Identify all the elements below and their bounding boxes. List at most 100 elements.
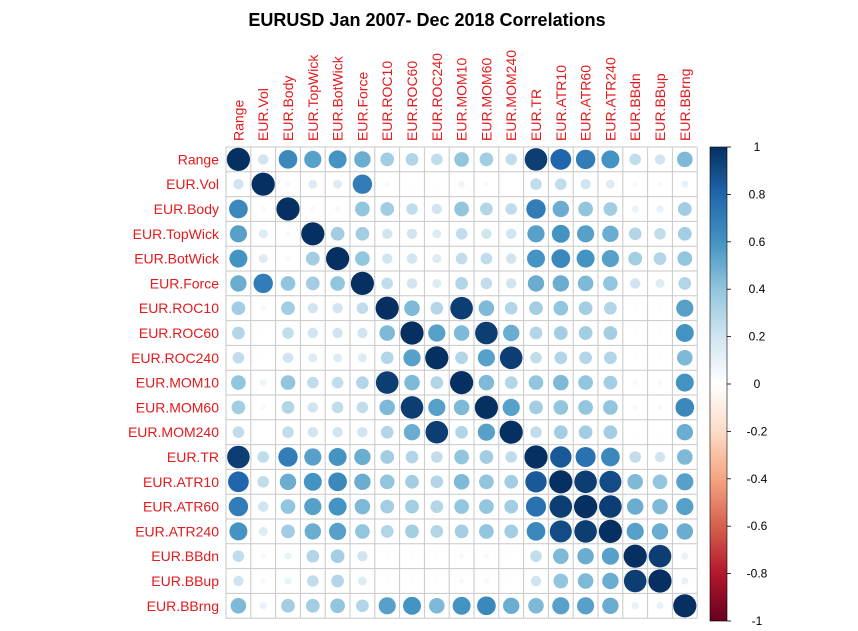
corr-circle-EUR.ATR240-EUR.Vol [258, 526, 268, 536]
corr-circle-EUR.MOM240-EUR.BBdn [633, 430, 637, 434]
corr-circle-EUR.ROC240-Range [232, 352, 245, 364]
corr-circle-EUR.ATR10-EUR.MOM60 [479, 474, 494, 490]
corr-circle-EUR.TR-EUR.ATR10 [550, 446, 572, 468]
corr-circle-Range-Range [226, 147, 250, 171]
corr-circle-Range-EUR.MOM10 [454, 152, 469, 167]
corr-circle-EUR.MOM60-EUR.MOM10 [453, 399, 470, 416]
corr-circle-EUR.BBup-EUR.ATR60 [577, 573, 594, 589]
corr-circle-EUR.BotWick-EUR.BBdn [628, 251, 643, 266]
column-label: EUR.BBrng [677, 69, 693, 141]
corr-circle-EUR.Force-EUR.TopWick [305, 276, 320, 291]
corr-circle-EUR.TopWick-EUR.BBdn [628, 227, 642, 241]
corr-circle-EUR.ROC10-EUR.TopWick [307, 303, 318, 314]
row-label: EUR.MOM60 [136, 399, 219, 415]
corr-circle-EUR.BBrng-EUR.BBdn [631, 602, 639, 610]
chart-title: EURUSD Jan 2007- Dec 2018 Correlations [248, 10, 605, 30]
colorbar-tick-label: 0 [754, 377, 761, 391]
corr-circle-EUR.BotWick-EUR.ATR240 [601, 249, 620, 268]
corr-circle-Range-EUR.ROC10 [380, 152, 395, 167]
corr-circle-EUR.Body-EUR.TopWick [310, 206, 316, 212]
corr-circle-EUR.MOM10-EUR.TopWick [307, 376, 319, 389]
corr-circle-EUR.ROC240-EUR.BBdn [633, 356, 637, 360]
column-label: EUR.ATR10 [553, 65, 569, 141]
corr-circle-EUR.BBup-EUR.ROC240 [435, 579, 439, 583]
corr-circle-EUR.MOM10-EUR.MOM60 [478, 374, 495, 391]
colorbar-tick-label: -0.2 [747, 424, 768, 438]
corr-circle-EUR.ATR240-EUR.Force [355, 524, 370, 539]
corr-circle-EUR.MOM60-EUR.ROC10 [379, 399, 395, 416]
corr-circle-EUR.Body-EUR.ATR240 [603, 202, 618, 216]
corr-circle-EUR.ROC240-EUR.ROC240 [425, 346, 449, 370]
corr-circle-EUR.TopWick-EUR.BBrng [677, 226, 692, 241]
corr-circle-EUR.ROC60-EUR.ROC240 [428, 324, 446, 342]
corr-circle-EUR.TR-EUR.BBup [654, 451, 666, 463]
corr-circle-EUR.BotWick-EUR.ROC60 [406, 253, 418, 264]
corr-circle-EUR.ROC10-EUR.ATR60 [578, 301, 593, 316]
column-label: EUR.BBup [652, 73, 668, 141]
corr-circle-EUR.ROC240-EUR.ATR240 [604, 351, 617, 365]
corr-circle-Range-EUR.BBdn [629, 153, 641, 166]
corr-circle-EUR.Vol-EUR.MOM60 [483, 181, 489, 187]
corr-circle-EUR.ATR240-EUR.MOM10 [454, 524, 469, 539]
corr-circle-EUR.BBrng-EUR.ROC10 [378, 597, 396, 615]
corr-circle-EUR.BBup-EUR.BBup [648, 569, 672, 593]
corr-circle-EUR.MOM10-EUR.ATR60 [578, 375, 593, 390]
corr-circle-EUR.ROC60-EUR.MOM10 [453, 325, 470, 341]
corr-circle-EUR.ROC240-EUR.ROC10 [380, 351, 394, 365]
corr-circle-EUR.ATR240-EUR.ROC240 [430, 525, 444, 538]
corr-circle-EUR.Vol-EUR.BBup [657, 181, 663, 187]
corr-circle-EUR.MOM60-EUR.ATR240 [603, 400, 618, 415]
corr-circle-EUR.ATR240-EUR.TR [526, 522, 546, 541]
column-labels: Range EUR.Vol EUR.Body EUR.TopWick EUR.BotWi… [230, 50, 692, 141]
corr-circle-EUR.ROC60-EUR.MOM240 [502, 324, 520, 342]
corr-circle-EUR.MOM240-EUR.ATR240 [603, 425, 618, 440]
corr-circle-EUR.ATR10-EUR.MOM240 [504, 474, 519, 489]
corr-circle-EUR.BBdn-EUR.ATR240 [601, 547, 620, 565]
corr-circle-Range-EUR.Vol [258, 154, 269, 165]
corr-circle-Range-EUR.ROC240 [431, 153, 443, 166]
corr-circle-EUR.MOM10-EUR.ROC240 [430, 376, 444, 389]
corr-circle-EUR.Force-EUR.BotWick [330, 276, 345, 291]
correlation-circles [226, 147, 697, 618]
row-label: EUR.MOM10 [136, 375, 219, 391]
corr-circle-EUR.MOM60-EUR.Vol [260, 404, 266, 410]
corr-circle-EUR.MOM240-EUR.MOM60 [477, 423, 496, 441]
corr-circle-EUR.BBup-EUR.Body [284, 577, 292, 585]
column-label: EUR.MOM10 [454, 58, 470, 141]
row-label: EUR.Vol [166, 176, 219, 192]
corr-circle-EUR.ATR60-EUR.TR [525, 496, 547, 517]
corr-circle-EUR.ATR60-EUR.MOM10 [454, 499, 469, 514]
corr-circle-EUR.ROC10-EUR.MOM60 [478, 300, 495, 316]
corr-circle-EUR.BBup-EUR.BBrng [681, 577, 689, 585]
corr-circle-EUR.Force-EUR.Force [350, 271, 374, 295]
corr-circle-EUR.Vol-EUR.ATR10 [555, 178, 567, 190]
colorbar-tick-label: -1 [752, 614, 763, 628]
corr-circle-EUR.ATR10-EUR.TopWick [303, 472, 322, 491]
corr-circle-EUR.Body-EUR.ATR10 [552, 200, 570, 218]
row-label: EUR.MOM240 [128, 424, 219, 440]
corr-circle-EUR.ATR240-EUR.ATR10 [549, 520, 572, 543]
corr-circle-EUR.TopWick-EUR.Force [355, 226, 370, 241]
corr-circle-EUR.MOM10-Range [231, 375, 246, 390]
corr-circle-EUR.ATR60-EUR.MOM60 [479, 499, 494, 514]
corr-circle-EUR.BotWick-EUR.BotWick [326, 247, 350, 271]
colorbar-tick-label: -0.6 [747, 519, 768, 533]
colorbar-tick-label: 0.4 [749, 282, 766, 296]
corr-circle-EUR.ATR60-EUR.ATR60 [574, 495, 598, 519]
corr-circle-EUR.BotWick-EUR.BBrng [677, 251, 693, 266]
corr-circle-EUR.TR-EUR.ROC240 [431, 451, 443, 463]
corr-circle-EUR.Body-EUR.BBup [656, 205, 664, 213]
corr-circle-EUR.BBrng-EUR.ATR60 [576, 597, 595, 615]
corr-circle-EUR.Force-Range [230, 275, 247, 292]
corr-circle-EUR.ROC240-EUR.TR [530, 352, 542, 364]
corr-circle-EUR.Force-EUR.Body [280, 276, 296, 291]
row-label: EUR.Body [154, 201, 219, 217]
corr-circle-Range-EUR.BBup [654, 154, 666, 165]
corr-circle-EUR.TR-EUR.MOM10 [454, 449, 469, 465]
corr-circle-EUR.TR-EUR.ATR60 [575, 446, 596, 468]
corr-circle-EUR.BotWick-EUR.MOM10 [455, 252, 468, 265]
corr-circle-EUR.TR-EUR.ATR240 [601, 447, 620, 467]
corr-circle-EUR.MOM10-EUR.ATR240 [603, 375, 618, 390]
corr-circle-EUR.BBup-EUR.MOM60 [483, 578, 489, 584]
corr-circle-EUR.BBdn-EUR.BBrng [681, 552, 689, 560]
